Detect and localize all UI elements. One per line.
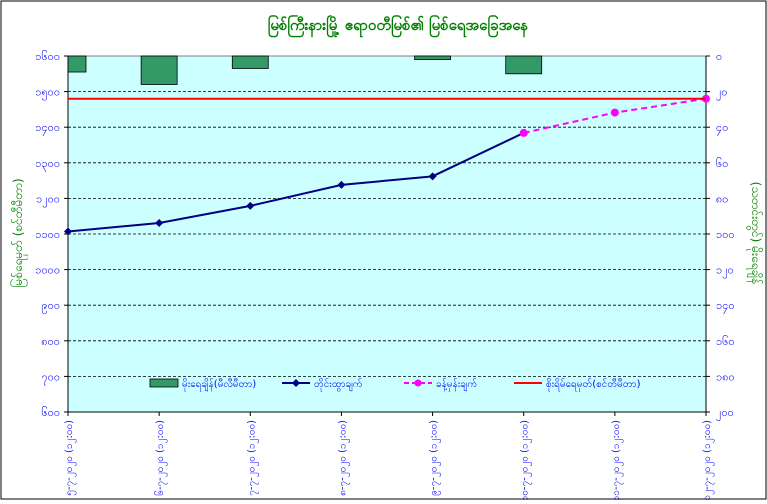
- y2-tick-label: ၀: [716, 50, 722, 63]
- y2-tick-label: ၁၀၀: [716, 228, 735, 241]
- y2-tick-label: ၁၄၀: [716, 299, 735, 314]
- y-tick-label: ၁၅၀၀: [35, 86, 60, 101]
- y-tick-label: ၈၀၀: [41, 335, 60, 348]
- x-tick-label: ၉-၇-၂၀၂၀ (၁၂:၀၀): [429, 420, 442, 496]
- y2-tick-label: ၄၀: [716, 121, 728, 136]
- x-tick-label: ၁၀-၇-၂၀၂၀ (၁၂:၀၀): [520, 420, 533, 500]
- observed-point: [337, 180, 346, 189]
- x-tick-label: ၈-၇-၂၀၂၀ (၁၂:၀၀): [337, 420, 350, 496]
- y-axis-title: မြစ်ရေမှတ် (စင်တီမီတာ): [9, 178, 28, 287]
- forecast-point: [610, 108, 619, 117]
- plot-layer: ၆၀၀၇၀၀၈၀၀၉၀၀၁၀၀၀၁၁၀၀၁၂၀၀၁၃၀၀၁၄၀၀၁၅၀၀၁၆၀၀…: [35, 50, 735, 501]
- forecast-point: [519, 128, 528, 137]
- y-tick-label: ၁၄၀၀: [35, 121, 60, 136]
- y2-tick-label: ၁၈၀: [716, 370, 735, 383]
- chart-legend: မိုးရေချိန်(မီလီမီတာ) တိုင်းထွာချက် ခန့်မှ…: [149, 377, 641, 392]
- rainfall-bar: [505, 55, 543, 75]
- y-tick-label: ၆၀၀: [41, 406, 60, 419]
- x-tick-label: ၆-၇-၂၀၂၀ (၁၂:၀၀): [153, 420, 168, 496]
- rainfall-bar: [414, 55, 451, 60]
- x-tick-label: ၇-၇-၂၀၂၀ (၁၂:၀၀): [246, 420, 259, 496]
- legend-swatch-rainfall: [149, 378, 179, 388]
- y-tick-label: ၁၂၀၀: [36, 192, 60, 207]
- rainfall-bar: [67, 55, 87, 73]
- y-tick-label: ၁၀၀၀: [35, 264, 60, 277]
- x-tick-label: ၁၁-၇-၂၀၂၀ (၁၂:၀၀): [611, 420, 624, 500]
- x-tick-label: ၁၂-၇-၂၀၂၀ (၁၂:၀၀): [702, 420, 715, 500]
- y2-tick-label: ၁၂၀: [716, 264, 734, 279]
- y-tick-label: ၁၆၀၀: [35, 50, 60, 63]
- y-tick-label: ၇၀၀: [41, 370, 60, 385]
- y2-tick-label: ၈၀: [716, 192, 728, 205]
- legend-label: စိုးရိမ်ရေမှတ်(စင်တီမီတာ): [546, 377, 641, 392]
- y-tick-label: ၉၀၀: [41, 299, 60, 314]
- y2-tick-label: ၆၀: [716, 157, 728, 170]
- observed-point: [246, 201, 255, 210]
- y2-axis-title: (သတင်းတွင်) မိုးရေချိန်: [746, 182, 764, 285]
- legend-marker-observed: [292, 379, 300, 387]
- observed-line-segment: [432, 131, 525, 178]
- y2-tick-label: ၁၆၀: [716, 335, 735, 348]
- rainfall-bar: [140, 55, 178, 85]
- y2-tick-label: ၂၀: [716, 86, 728, 101]
- rainfall-bar: [231, 55, 269, 69]
- observed-point: [155, 218, 164, 227]
- y-tick-label: ၁၁၀၀: [35, 228, 60, 241]
- x-tick-label: ၅-၇-၂၀၂၀ (၁၂:၀၀): [64, 420, 77, 496]
- observed-point: [64, 227, 72, 236]
- legend-label: ခန့်မှန်းချက်: [436, 377, 477, 392]
- legend-marker-forecast: [414, 379, 422, 387]
- y2-tick-label: ၂၀၀: [716, 406, 734, 421]
- legend-label: မိုးရေချိန်(မီလီမီတာ): [182, 377, 256, 392]
- legend-label: တိုင်းထွာချက်: [314, 377, 363, 392]
- y-tick-label: ၁၃၀၀: [35, 157, 60, 172]
